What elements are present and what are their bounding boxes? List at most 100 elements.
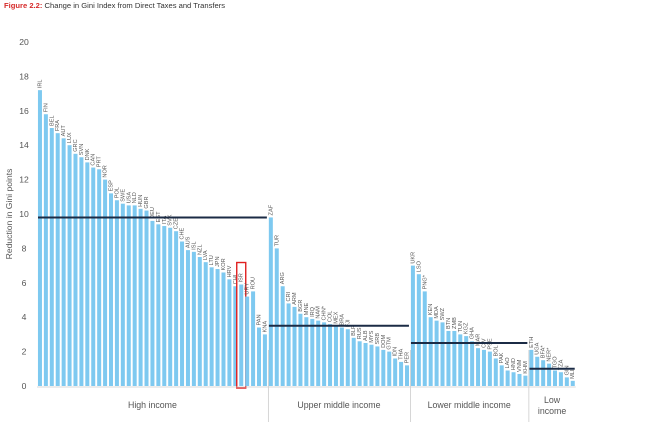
bar [476,348,481,386]
bar-label: PRT [97,156,103,168]
bar [221,272,226,386]
bar [564,377,569,386]
bar [523,375,528,386]
bar [91,167,96,386]
bar-label: IRL [37,79,43,88]
bar [132,205,137,386]
bar-label: ARM [292,292,298,305]
bar [458,334,463,386]
bar [286,303,291,386]
bar [393,358,398,386]
bar [328,324,333,386]
bar-label: HND [511,358,517,370]
bar-label: PAN [257,314,263,325]
bar [517,373,522,386]
bar-label: AUS [185,236,191,248]
bar [162,226,167,386]
bar-label: MEX [333,311,339,323]
bar-label: UKR [410,252,416,264]
bar [428,317,433,386]
bar [345,329,350,386]
bar-label: MAR [476,334,482,346]
bar [174,231,179,386]
bar-label: ALB [363,330,369,341]
bar [114,200,119,386]
bar-label: VNM [517,359,523,372]
bar [85,162,90,386]
bar [369,344,374,386]
bar [97,169,102,386]
bar [410,265,415,386]
bar-label: ZMB [452,317,458,329]
bar-label: UGA [535,342,541,354]
bar [381,349,386,386]
bar [191,251,196,386]
bar-label: LVA [203,250,209,260]
bar-label: COL [328,311,334,323]
bar-label: FIN [43,103,49,112]
bar [203,262,208,386]
bar-label: CHE [180,227,186,239]
bar-label: CRI [286,291,292,301]
bar-label: KOR [221,258,227,270]
bar [292,306,297,386]
group-label: Upper middle income [297,400,380,410]
bar [505,370,510,386]
bar-label: CAN [91,154,97,166]
bar [375,346,380,386]
bar [168,227,173,386]
bar-label: IDN [393,347,399,357]
bar-label: BEL [49,115,55,126]
bar [245,296,250,386]
y-axis-title: Reduction in Gini points [4,169,14,260]
bar-label: NZL [197,244,203,255]
bar [197,257,202,386]
bar [73,153,78,386]
bar [511,372,516,386]
bar [298,313,303,386]
bar-label: ROU [251,277,257,289]
bar [55,133,60,386]
bar [363,343,368,386]
bar [322,322,327,386]
bar-label: ISL [191,241,197,249]
bar [43,114,48,387]
bar [67,145,72,386]
bar-label: ITA [162,215,168,224]
bar [144,210,149,386]
bar [103,179,108,386]
bar-label: MYS [369,330,375,342]
bar-label: BLR [351,325,357,336]
bar [79,157,84,386]
y-tick-label: 20 [19,37,29,47]
bar [233,286,238,386]
bar [422,291,427,386]
y-tick-label: 14 [19,140,29,150]
bar-label: BOL [493,345,499,356]
figure-label: Figure 2.2: [4,1,43,10]
bar [215,269,220,386]
bar [251,291,256,386]
bar-label: DOM [381,334,387,347]
bar-label: GHA [470,327,476,339]
bar-label: HRV [227,265,233,277]
bar-label: SVK [168,214,174,225]
group-label: High income [128,400,177,410]
bar [470,341,475,386]
y-tick-label: 8 [22,243,27,253]
bar [185,250,190,386]
bar-label: NAM [316,306,322,319]
bar [274,248,279,386]
bar [310,318,315,386]
bar-label: USA [126,192,132,204]
bar [464,336,469,386]
bar-label: AUT [61,125,67,137]
bar [227,279,232,386]
bar [268,217,273,386]
bar [440,322,445,386]
bar [49,128,54,386]
income-groups: High income Upper middle income Lower midd… [37,350,576,422]
bar-label: CHL [233,273,239,284]
